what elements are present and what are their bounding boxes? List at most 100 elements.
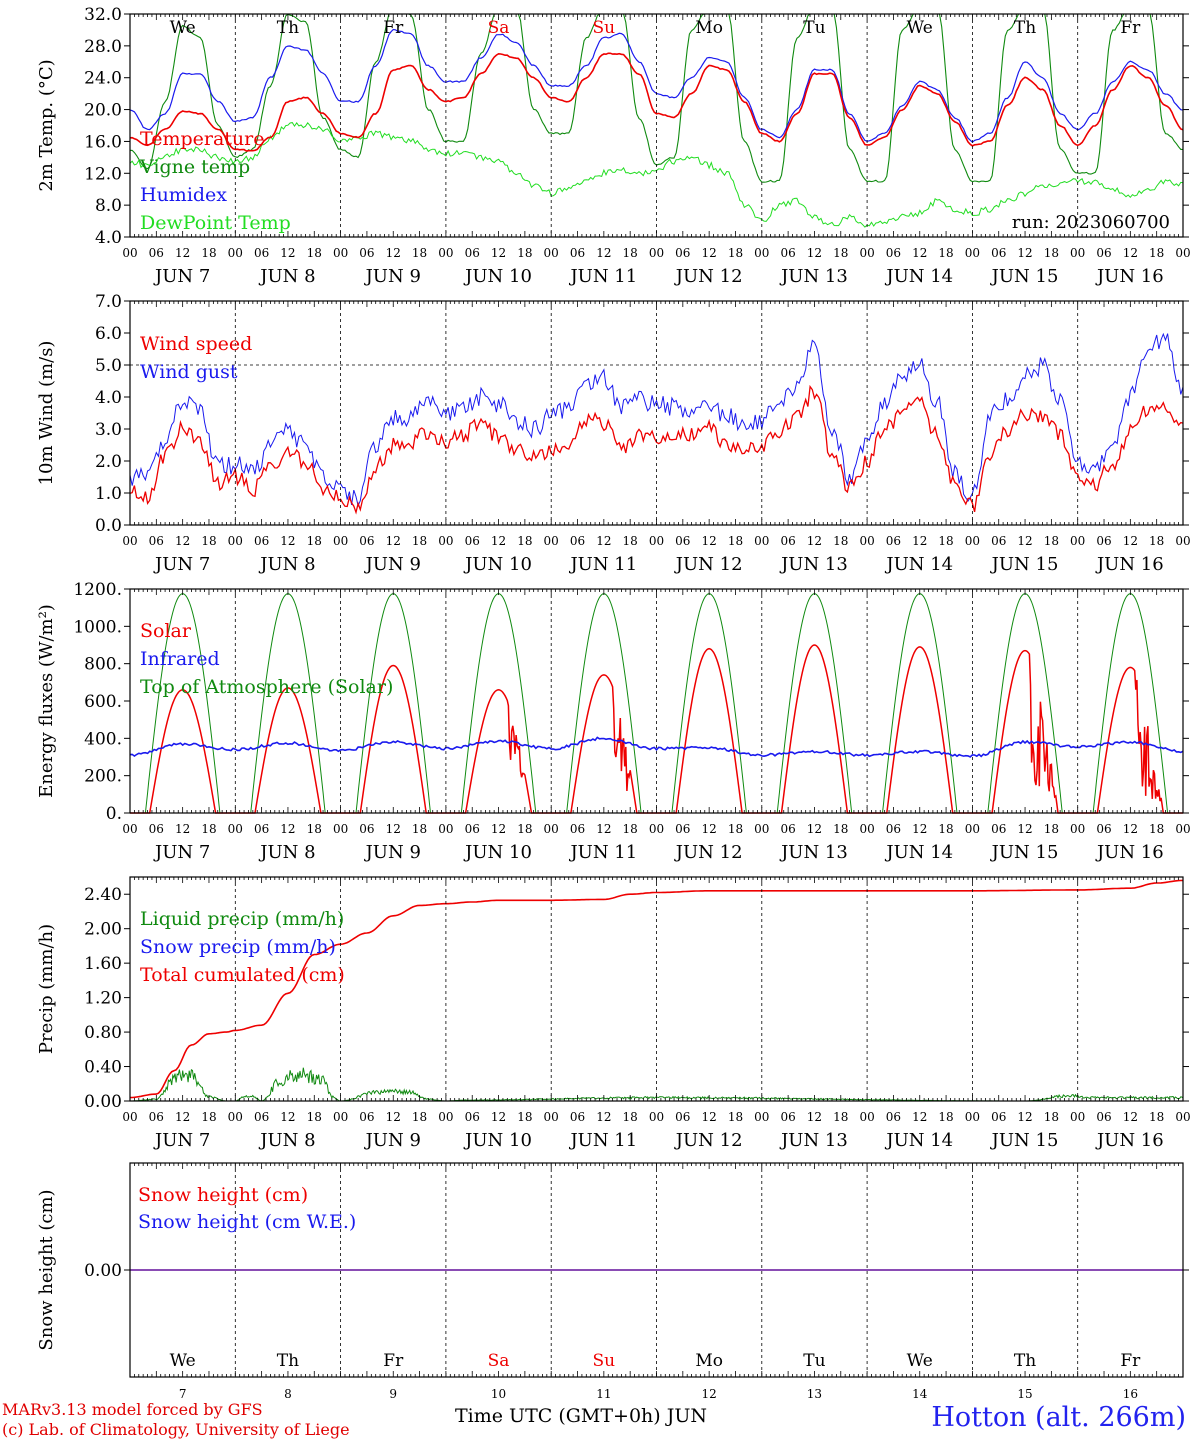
- precip-panel-hour-tick-label: 18: [517, 1110, 532, 1124]
- temp-panel-hour-tick-label: 00: [228, 246, 243, 260]
- snow-panel-day-number: 9: [389, 1387, 397, 1401]
- snow-panel-weekday: Tu: [803, 1351, 825, 1371]
- temp-panel-hour-tick-label: 18: [1044, 246, 1059, 260]
- temp-panel-hour-tick-label: 06: [465, 246, 480, 260]
- temp-panel-y-tick-label: 24.0: [84, 69, 122, 89]
- energy-panel-y-tick-label: 1200.: [73, 580, 122, 600]
- precip-panel-y-tick-label: 0.00: [84, 1092, 122, 1112]
- temp-panel-date-label: JUN 12: [674, 266, 743, 287]
- precip-panel-hour-tick-label: 18: [833, 1110, 848, 1124]
- wind-panel-y-tick-label: 7.0: [95, 292, 122, 312]
- energy-panel-hour-tick-label: 06: [465, 822, 480, 836]
- energy-panel-date-label: JUN 8: [258, 842, 315, 863]
- temp-panel-hour-tick-label: 12: [807, 246, 822, 260]
- wind-panel-hour-tick-label: 00: [1070, 534, 1085, 548]
- energy-panel-date-label: JUN 16: [1095, 842, 1164, 863]
- wind-panel-date-label: JUN 16: [1095, 554, 1164, 575]
- precip-panel-y-tick-label: 1.60: [84, 954, 122, 974]
- cumulated-precip-series: [129, 879, 1184, 1099]
- precip-panel-hour-tick-label: 00: [965, 1110, 980, 1124]
- energy-panel-hour-tick-label: 12: [1017, 822, 1032, 836]
- energy-panel-hour-tick-label: 00: [754, 822, 769, 836]
- temp-panel-hour-tick-label: 00: [333, 246, 348, 260]
- energy-panel-date-label: JUN 10: [463, 842, 532, 863]
- wind-panel-date-label: JUN 10: [463, 554, 532, 575]
- temp-panel-hour-tick-label: 12: [175, 246, 190, 260]
- temp-panel-hour-tick-label: 00: [649, 246, 664, 260]
- temp-panel-hour-tick-label: 12: [596, 246, 611, 260]
- temp-panel-y-tick-label: 4.0: [95, 228, 122, 248]
- energy-panel-hour-tick-label: 12: [491, 822, 506, 836]
- precip-panel-hour-tick-label: 18: [201, 1110, 216, 1124]
- energy-panel-hour-tick-label: 18: [728, 822, 743, 836]
- energy-panel-hour-tick-label: 12: [807, 822, 822, 836]
- wind-speed-series: [129, 384, 1184, 515]
- precip-panel-date-label: JUN 16: [1095, 1130, 1164, 1151]
- energy-panel-y-tick-label: 600.: [84, 692, 122, 712]
- energy-panel-date-label: JUN 15: [990, 842, 1059, 863]
- precip-panel-hour-tick-label: 18: [728, 1110, 743, 1124]
- energy-panel-date-label: JUN 14: [884, 842, 953, 863]
- temp-panel-date-label: JUN 10: [463, 266, 532, 287]
- station-name: Hotton (alt. 266m): [931, 1402, 1186, 1433]
- temp-panel-hour-tick-label: 06: [359, 246, 374, 260]
- energy-panel-hour-tick-label: 00: [1070, 822, 1085, 836]
- wind-panel-y-tick-label: 1.0: [95, 484, 122, 504]
- temp-panel-weekday: Th: [1014, 18, 1036, 38]
- wind-panel-y-axis-label: 10m Wind (m/s): [36, 341, 57, 486]
- wind-panel-hour-tick-label: 00: [228, 534, 243, 548]
- temp-panel-date-label: JUN 15: [990, 266, 1059, 287]
- temp-panel-y-tick-label: 28.0: [84, 37, 122, 57]
- precip-panel-date-label: JUN 15: [990, 1130, 1059, 1151]
- precip-panel-hour-tick-label: 18: [938, 1110, 953, 1124]
- energy-panel-hour-tick-label: 06: [254, 822, 269, 836]
- wind-panel-hour-tick-label: 18: [412, 534, 427, 548]
- wind-panel-hour-tick-label: 18: [623, 534, 638, 548]
- energy-panel-hour-tick-label: 06: [359, 822, 374, 836]
- energy-panel-date-label: JUN 13: [779, 842, 848, 863]
- precip-panel-hour-tick-label: 06: [465, 1110, 480, 1124]
- temp-panel-date-label: JUN 9: [364, 266, 421, 287]
- precip-panel-hour-tick-label: 00: [1175, 1110, 1190, 1124]
- precip-panel-hour-tick-label: 00: [649, 1110, 664, 1124]
- energy-panel-date-label: JUN 12: [674, 842, 743, 863]
- wind-panel-hour-tick-label: 06: [465, 534, 480, 548]
- wind-panel-hour-tick-label: 12: [1017, 534, 1032, 548]
- temp-panel-legend-3: Humidex: [140, 184, 227, 206]
- temp-panel-date-label: JUN 16: [1095, 266, 1164, 287]
- wind-panel-hour-tick-label: 00: [1175, 534, 1190, 548]
- energy-panel-hour-tick-label: 00: [965, 822, 980, 836]
- precip-panel-hour-tick-label: 12: [596, 1110, 611, 1124]
- energy-panel-hour-tick-label: 06: [886, 822, 901, 836]
- wind-panel-y-tick-label: 4.0: [95, 388, 122, 408]
- snow-panel-day-number: 10: [491, 1387, 506, 1401]
- precip-panel-legend-2: Snow precip (mm/h): [140, 936, 336, 958]
- time-axis-label: Time UTC (GMT+0h) JUN: [455, 1405, 707, 1427]
- energy-panel-hour-tick-label: 06: [780, 822, 795, 836]
- temp-panel-hour-tick-label: 06: [570, 246, 585, 260]
- wind-panel-hour-tick-label: 18: [833, 534, 848, 548]
- temp-panel-hour-tick-label: 00: [1175, 246, 1190, 260]
- wind-panel-hour-tick-label: 06: [991, 534, 1006, 548]
- precip-panel-y-tick-label: 1.20: [84, 989, 122, 1009]
- wind-panel-hour-tick-label: 00: [754, 534, 769, 548]
- precip-panel-hour-tick-label: 12: [491, 1110, 506, 1124]
- snow-panel-weekday: Sa: [488, 1351, 510, 1371]
- energy-panel-hour-tick-label: 18: [201, 822, 216, 836]
- wind-panel-date-label: JUN 12: [674, 554, 743, 575]
- energy-panel-hour-tick-label: 18: [1044, 822, 1059, 836]
- temp-panel-weekday: Su: [593, 18, 616, 38]
- wind-panel-hour-tick-label: 18: [938, 534, 953, 548]
- temp-panel-y-tick-label: 8.0: [95, 196, 122, 216]
- energy-panel-hour-tick-label: 12: [1123, 822, 1138, 836]
- precip-panel-date-label: JUN 12: [674, 1130, 743, 1151]
- wind-panel-hour-tick-label: 18: [728, 534, 743, 548]
- precip-panel-legend-3: Total cumulated (cm): [140, 964, 345, 986]
- temp-panel-hour-tick-label: 06: [254, 246, 269, 260]
- temp-panel-hour-tick-label: 12: [1017, 246, 1032, 260]
- snow-panel-day-number: 16: [1123, 1387, 1138, 1401]
- precip-panel-hour-tick-label: 18: [1044, 1110, 1059, 1124]
- temp-panel-weekday: Fr: [383, 18, 404, 38]
- energy-panel-legend-2: Infrared: [140, 648, 220, 670]
